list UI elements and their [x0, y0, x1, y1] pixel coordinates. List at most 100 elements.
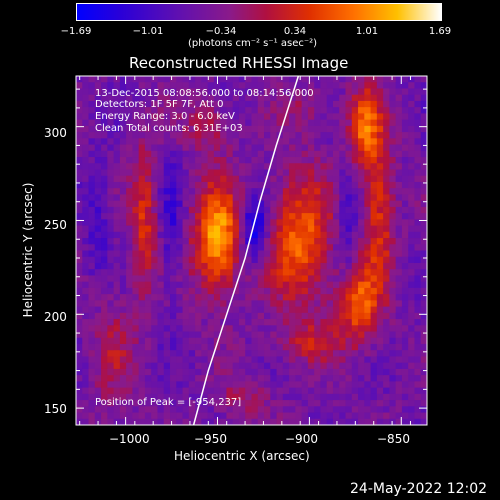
y-tick-label: 250 [44, 218, 67, 232]
heatmap-cell [383, 281, 390, 289]
heatmap-cell [82, 262, 89, 270]
heatmap-cell [182, 418, 190, 426]
heatmap-cell [364, 362, 371, 370]
heatmap-cell [107, 163, 115, 170]
heatmap-cell [138, 194, 146, 202]
heatmap-cell [113, 275, 121, 283]
heatmap-cell [270, 331, 277, 339]
heatmap-cell [295, 219, 303, 226]
heatmap-cell [301, 82, 309, 89]
heatmap-cell [232, 269, 240, 276]
heatmap-cell [364, 375, 371, 382]
heatmap-cell [401, 200, 409, 208]
heatmap-cell [389, 169, 397, 177]
heatmap-cell [232, 343, 240, 351]
heatmap-cell [188, 244, 196, 251]
heatmap-cell [358, 150, 365, 158]
heatmap-cell [245, 331, 252, 339]
heatmap-cell [420, 362, 428, 370]
heatmap-cell [107, 312, 115, 320]
heatmap-cell [364, 325, 371, 332]
heatmap-cell [320, 319, 328, 326]
heatmap-cell [414, 287, 422, 295]
heatmap-cell [251, 262, 259, 270]
heatmap-cell [88, 206, 96, 214]
heatmap-cell [420, 256, 428, 264]
heatmap-cell [264, 300, 271, 307]
heatmap-cell [301, 188, 309, 195]
heatmap-cell [182, 244, 190, 251]
heatmap-cell [157, 244, 165, 251]
heatmap-cell [138, 418, 146, 426]
heatmap-cell [82, 269, 89, 276]
heatmap-cell [307, 256, 315, 264]
heatmap-cell [138, 294, 146, 301]
heatmap-cell [264, 163, 271, 170]
heatmap-cell [339, 200, 346, 208]
heatmap-cell [358, 418, 365, 426]
heatmap-cell [126, 393, 133, 401]
heatmap-cell [408, 188, 415, 195]
heatmap-cell [157, 287, 165, 295]
heatmap-cell [232, 100, 240, 108]
heatmap-cell [213, 188, 221, 195]
heatmap-cell [107, 175, 115, 183]
heatmap-cell [251, 88, 259, 96]
heatmap-cell [182, 393, 190, 401]
heatmap-cell [170, 181, 177, 189]
heatmap-cell [138, 157, 146, 164]
heatmap-cell [358, 287, 365, 295]
heatmap-cell [220, 244, 227, 251]
heatmap-cell [401, 256, 409, 264]
heatmap-cell [370, 194, 378, 202]
heatmap-cell [213, 250, 221, 258]
heatmap-cell [101, 163, 108, 170]
heatmap-cell [389, 231, 397, 239]
heatmap-cell [326, 362, 334, 370]
heatmap-cell [113, 387, 121, 395]
heatmap-cell [126, 213, 133, 220]
heatmap-cell [314, 294, 321, 301]
heatmap-cell [101, 188, 108, 195]
heatmap-cell [358, 294, 365, 301]
heatmap-cell [163, 387, 171, 395]
heatmap-cell [339, 375, 346, 382]
heatmap-cell [251, 331, 259, 339]
heatmap-cell [376, 175, 384, 183]
heatmap-cell [226, 381, 234, 389]
heatmap-cell [88, 125, 96, 133]
heatmap-cell [213, 412, 221, 420]
heatmap-cell [176, 256, 183, 264]
heatmap-cell [326, 256, 334, 264]
heatmap-cell [401, 269, 409, 276]
heatmap-cell [307, 107, 315, 114]
heatmap-cell [314, 319, 321, 326]
heatmap-cell [282, 275, 290, 283]
heatmap-cell [389, 76, 397, 83]
heatmap-cell [414, 157, 422, 164]
heatmap-cell [126, 82, 133, 89]
heatmap-cell [326, 387, 334, 395]
heatmap-cell [88, 113, 96, 121]
heatmap-cell [376, 306, 384, 314]
heatmap-cell [351, 287, 359, 295]
heatmap-cell [232, 119, 240, 127]
heatmap-cell [232, 175, 240, 183]
heatmap-cell [138, 213, 146, 220]
heatmap-cell [408, 150, 415, 158]
heatmap-cell [201, 325, 209, 332]
heatmap-cell [88, 269, 96, 276]
heatmap-cell [339, 157, 346, 164]
heatmap-cell [188, 343, 196, 351]
heatmap-cell [420, 356, 428, 364]
heatmap-cell [270, 231, 277, 239]
heatmap-cell [76, 337, 83, 345]
heatmap-cell [132, 250, 140, 258]
heatmap-cell [332, 368, 340, 376]
heatmap-cell [182, 319, 190, 326]
heatmap-cell [119, 269, 127, 276]
heatmap-cell [257, 294, 265, 301]
heatmap-cell [364, 356, 371, 364]
heatmap-cell [264, 337, 271, 345]
heatmap-cell [295, 144, 303, 152]
